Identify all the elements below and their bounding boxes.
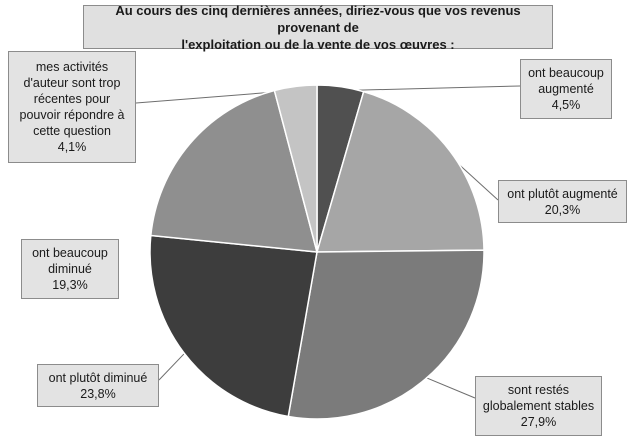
- callout-value: 19,3%: [52, 278, 88, 292]
- callout-value: 4,1%: [57, 140, 87, 154]
- callout-value: 20,3%: [544, 202, 581, 217]
- callout-label-line: cette question: [33, 124, 111, 138]
- callout-label-line: mes activités: [35, 60, 109, 74]
- callout-label-line: ont plutôt diminué: [48, 370, 148, 385]
- pie-slice-sont-restes-stables: [287, 249, 485, 420]
- callout-value: 4,5%: [551, 98, 581, 112]
- callout-label-line: d'auteur sont trop: [23, 76, 121, 90]
- callout-label-line: ont beaucoup: [32, 246, 108, 260]
- callout-label-line: augmenté: [538, 82, 594, 96]
- pie-slices: [149, 84, 485, 420]
- leader-line-ont-beaucoup-augmente: [339, 85, 521, 92]
- pie-slice-ont-beaucoup-diminue: [149, 89, 319, 253]
- pie-slice-activites-trop-recentes: [273, 84, 318, 253]
- callout-label-line: ont plutôt augmenté: [507, 186, 618, 201]
- leader-line-ont-plutot-diminue: [158, 350, 188, 381]
- leader-line-sont-restes-stables: [422, 375, 476, 399]
- callout-ont-plutot-diminue: ont plutôt diminué 23,8%: [37, 364, 159, 407]
- callout-ont-plutot-augmente: ont plutôt augmenté 20,3%: [498, 180, 627, 223]
- chart-title-line-2: l'exploitation ou de la vente de vos œuv…: [181, 36, 455, 52]
- callout-ont-beaucoup-augmente: ont beaucoup augmenté 4,5%: [520, 59, 612, 119]
- callout-ont-beaucoup-diminue: ont beaucoup diminué 19,3%: [21, 239, 119, 299]
- pie-slice-ont-plutot-diminue: [149, 234, 318, 418]
- callout-label-line: pouvoir répondre à: [19, 108, 125, 122]
- callout-label-line: sont restés: [507, 383, 570, 397]
- callout-value: 23,8%: [80, 386, 116, 401]
- chart-title-line-1: Au cours des cinq dernières années, diri…: [115, 2, 521, 35]
- callout-activites-trop-recentes: mes activités d'auteur sont trop récente…: [8, 51, 136, 163]
- callout-sont-restes-stables: sont restés globalement stables 27,9%: [475, 376, 602, 436]
- pie-slice-ont-plutot-augmente: [315, 90, 485, 253]
- callout-value: 27,9%: [520, 415, 557, 429]
- chart-title: Au cours des cinq dernières années, diri…: [83, 2, 553, 52]
- callout-label-line: diminué: [48, 262, 92, 276]
- callout-label-line: globalement stables: [482, 399, 595, 413]
- callout-label-line: ont beaucoup: [528, 66, 604, 80]
- callout-label-line: récentes pour: [33, 92, 111, 106]
